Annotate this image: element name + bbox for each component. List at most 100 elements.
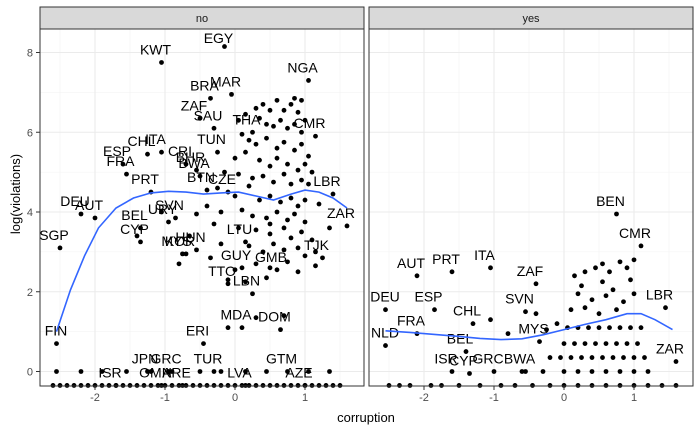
point-label-kwt: KWT [140,41,172,57]
data-point-grc [169,369,175,374]
data-point-nga [306,78,311,83]
data-point [568,307,574,313]
data-point [285,125,290,131]
point-label-ury: URY [148,201,178,217]
data-point [271,241,276,247]
smooth-trend-line [385,312,673,341]
data-point [582,305,588,311]
data-point [614,341,619,346]
data-point [624,265,630,271]
data-point [327,225,332,231]
data-point [239,207,245,213]
data-point [225,325,231,331]
data-point-deu [78,211,84,217]
data-point [561,383,567,388]
data-point [169,383,175,388]
data-point-zaf [197,115,203,121]
point-label-bel: BEL [121,207,148,223]
data-point [124,369,129,374]
data-point [295,167,301,173]
data-point [533,311,539,317]
data-point-cmr [638,243,644,249]
data-point-bwa [523,369,528,374]
data-point-aze [302,383,308,388]
data-point [50,383,56,388]
data-point [386,383,392,388]
data-point [302,117,308,123]
x-tick-label: 1 [302,392,308,404]
data-point [225,383,231,388]
data-point-omn [159,383,164,388]
point-label-sau: SAU [194,107,223,123]
data-point [197,369,203,374]
data-point-grc [491,369,497,374]
point-label-lbn: LBN [233,273,260,289]
point-label-kor: KOR [165,233,195,249]
data-point [302,197,308,203]
data-point [71,383,77,388]
data-point [239,383,245,388]
data-point [505,331,511,337]
data-point [236,225,241,231]
data-point-bel [138,225,143,231]
data-point [596,325,602,331]
point-label-aut: AUT [397,255,425,271]
facet-panel-yes: yes BEN CMR AUT PRT ZAF ITA DEU ESP SVN LBR CHL FRA M… [368,6,694,404]
data-point [337,383,343,388]
data-point [236,117,241,123]
data-point [302,219,308,225]
data-point [397,383,402,388]
data-point-cri [183,161,189,167]
data-point [579,355,584,360]
data-point [635,341,640,346]
point-label-hun: HUN [175,229,205,245]
data-point-fin [54,341,59,346]
data-point [197,383,203,388]
point-label-bwa: BWA [178,155,210,171]
data-point [288,101,294,107]
data-point [281,225,287,231]
data-point [232,383,238,388]
data-point [281,313,287,319]
point-label-zar: ZAR [656,341,684,357]
data-point [600,279,605,285]
point-label-are: ARE [162,364,191,380]
point-label-nld: NLD [371,325,399,341]
point-label-bel: BEL [447,331,474,347]
point-label-omn: OMN [139,364,172,380]
data-point [159,209,164,215]
point-label-tun: TUN [197,131,226,147]
data-point-cyp [467,371,472,376]
point-label-lbr: LBR [313,173,340,189]
y-tick-label: 2 [27,287,33,299]
data-point [295,109,301,115]
data-point [316,201,322,207]
point-label-jpn: JPN [132,351,158,367]
data-point [295,203,301,209]
data-point [610,355,616,360]
data-point [271,123,276,129]
data-point [299,129,304,135]
data-point [246,243,252,249]
data-point [596,311,602,317]
data-point-mys [180,251,185,257]
x-tick-label: -1 [160,392,170,404]
data-point [92,383,98,388]
data-point-tun [215,149,220,155]
data-point-tto [225,281,231,287]
data-point [243,149,248,155]
data-point [407,383,413,388]
data-point [274,97,280,103]
point-label-svn: SVN [505,291,534,307]
data-point-chl [470,321,476,327]
data-point-tur [211,369,217,374]
data-point [579,283,584,289]
point-label-bra: BRA [190,77,219,93]
data-point-zar [344,223,350,229]
data-point [78,369,84,374]
data-point [99,369,105,374]
data-point [309,383,315,388]
point-label-zar: ZAR [327,205,355,221]
point-label-tha: THA [233,111,262,127]
